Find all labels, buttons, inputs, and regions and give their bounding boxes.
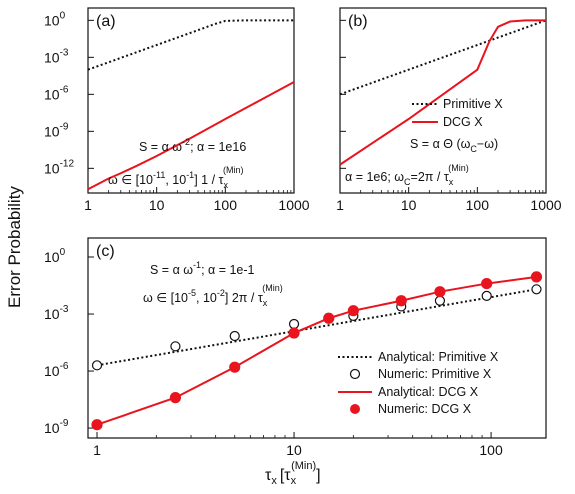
panel-c-frame <box>87 237 547 439</box>
panel-c-annotation-2: ω ∈ [10-5, 10-2] 2π / τx(Min) <box>143 283 283 308</box>
x-tick-label-b: 10 <box>401 197 417 213</box>
y-tick-label-c: 10-9 <box>44 418 69 436</box>
panel-c-label: (c) <box>96 243 115 260</box>
x-tick-label-c: 1 <box>93 442 101 458</box>
series-line-primitive <box>87 19 294 71</box>
x-tick-label-a: 100 <box>214 197 238 213</box>
data-point-primitive_numeric <box>170 341 181 352</box>
panel-b-annotation-2: α = 1e6; ωC=2π / τx(Min) <box>345 163 469 187</box>
data-point-dcg_numeric <box>347 305 359 317</box>
panel-b: 1 10 100 1000 (b) Primitive X DCG X S = α Θ… <box>336 7 562 213</box>
x-tick-label-b: 100 <box>466 197 490 213</box>
panel-b-ticks: 1 10 100 1000 <box>336 19 562 213</box>
series-line-dcg_analytical <box>96 275 537 426</box>
panel-c: 1 10 100 100 10-3 10-6 10-9 (c) S = α ω-1; α =… <box>44 237 547 458</box>
panel-a-label: (a) <box>96 13 116 30</box>
y-tick-label-a: 10-12 <box>44 158 74 176</box>
panel-c-ticks: 1 10 100 100 10-3 10-6 10-9 <box>44 247 503 458</box>
data-point-dcg_numeric <box>434 286 446 298</box>
data-point-dcg_numeric <box>288 327 300 339</box>
data-point-primitive_numeric <box>531 284 542 295</box>
data-point-primitive_numeric <box>434 295 446 306</box>
data-point-dcg_numeric <box>91 419 103 431</box>
legend-numeric-primitive-marker <box>349 368 361 380</box>
legend-numeric-dcg-label: Numeric: DCG X <box>378 402 472 416</box>
x-tick-label-a: 1000 <box>278 197 309 213</box>
data-point-primitive_numeric <box>229 330 240 342</box>
panel-a: 1 10 100 1000 100 10-3 10-6 10-9 10-12 (a) S = α… <box>44 7 310 213</box>
data-point-dcg_numeric <box>229 361 241 373</box>
legend-analytical-dcg-label: Analytical: DCG X <box>378 385 479 399</box>
panel-a-frame <box>87 7 295 194</box>
legend-numeric-primitive-label: Numeric: Primitive X <box>378 367 492 381</box>
panel-a-ticks: 1 10 100 1000 100 10-3 10-6 10-9 10-12 <box>44 10 310 213</box>
panel-b-series <box>339 19 547 166</box>
panel-b-legend-dcg-label: DCG X <box>443 115 483 129</box>
bottom-x-axis-label: τx [τx(Min)] <box>265 460 321 487</box>
panel-c-series <box>91 271 543 431</box>
data-point-dcg_numeric <box>323 312 335 324</box>
y-tick-label-c: 100 <box>44 247 66 265</box>
panel-a-annotation-2: ω ∈ [10-11, 10-1] 1 / τx(Min) <box>108 165 243 190</box>
y-tick-label-c: 10-6 <box>44 361 69 379</box>
data-point-dcg_numeric <box>169 392 182 404</box>
data-point-primitive_numeric <box>481 290 492 301</box>
series-line-dcg <box>339 19 546 166</box>
panel-b-legend-primitive-label: Primitive X <box>443 97 503 111</box>
y-tick-label-a: 100 <box>44 10 66 28</box>
panel-a-annotation-1: S = α ω-2; α = 1e16 <box>139 137 246 154</box>
y-tick-label-c: 10-3 <box>44 304 69 322</box>
y-tick-label-a: 10-3 <box>44 47 69 65</box>
panel-b-label: (b) <box>348 13 368 30</box>
series-line-primitive <box>339 19 547 96</box>
x-tick-label-b: 1 <box>336 197 344 213</box>
x-tick-label-a: 10 <box>149 197 165 213</box>
x-tick-label-b: 1000 <box>530 197 561 213</box>
panel-b-legend: Primitive X DCG X <box>412 97 503 129</box>
data-point-dcg_numeric <box>395 295 407 307</box>
data-point-primitive_numeric <box>288 318 300 330</box>
data-point-dcg_numeric <box>530 271 543 283</box>
x-tick-label-c: 10 <box>286 442 302 458</box>
data-point-dcg_numeric <box>481 277 493 290</box>
x-tick-label-c: 100 <box>479 442 503 458</box>
panel-c-legend: Analytical: Primitive X Numeric: Primiti… <box>338 350 499 416</box>
y-tick-label-a: 10-6 <box>44 84 69 102</box>
x-tick-label-a: 1 <box>84 197 92 213</box>
data-point-primitive_numeric <box>91 360 103 371</box>
y-tick-label-a: 10-9 <box>44 121 69 139</box>
panel-a-series <box>87 19 295 191</box>
panel-b-frame <box>339 7 547 194</box>
legend-numeric-dcg-marker <box>350 404 360 414</box>
shared-y-axis-label: Error Probability <box>5 186 24 308</box>
panel-b-annotation-1: S = α Θ (ωC−ω) <box>410 137 498 154</box>
series-line-dcg <box>87 81 295 191</box>
panel-c-annotation-1: S = α ω-1; α = 1e-1 <box>150 260 255 277</box>
legend-analytical-primitive-label: Analytical: Primitive X <box>378 350 499 364</box>
